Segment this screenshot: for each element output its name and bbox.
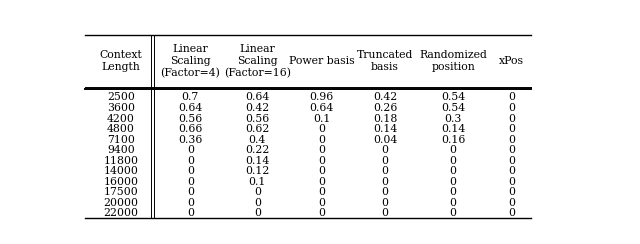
Text: 0: 0: [508, 103, 515, 113]
Text: 0: 0: [318, 134, 325, 144]
Text: Power basis: Power basis: [289, 56, 355, 66]
Text: 0: 0: [318, 124, 325, 134]
Text: 0: 0: [254, 208, 261, 218]
Text: 0.42: 0.42: [373, 92, 397, 102]
Text: 0: 0: [187, 187, 194, 197]
Text: 0.64: 0.64: [178, 103, 202, 113]
Text: 0: 0: [187, 145, 194, 155]
Text: 0: 0: [508, 92, 515, 102]
Text: 7100: 7100: [107, 134, 135, 144]
Text: 0.64: 0.64: [245, 92, 269, 102]
Text: 0.1: 0.1: [313, 113, 330, 123]
Text: 0.54: 0.54: [441, 92, 465, 102]
Text: 0.96: 0.96: [310, 92, 334, 102]
Text: 0.26: 0.26: [373, 103, 397, 113]
Text: 0: 0: [508, 177, 515, 187]
Text: 0: 0: [187, 166, 194, 176]
Text: 14000: 14000: [104, 166, 138, 176]
Text: 0: 0: [254, 187, 261, 197]
Text: 0: 0: [318, 156, 325, 166]
Text: 0: 0: [450, 166, 457, 176]
Text: 0.16: 0.16: [441, 134, 465, 144]
Text: 0.14: 0.14: [373, 124, 397, 134]
Text: 0: 0: [508, 198, 515, 208]
Text: 11800: 11800: [104, 156, 138, 166]
Text: 0.56: 0.56: [245, 113, 269, 123]
Text: 0: 0: [508, 134, 515, 144]
Text: 0: 0: [381, 145, 388, 155]
Text: 0: 0: [318, 198, 325, 208]
Text: 0: 0: [381, 208, 388, 218]
Text: 0.64: 0.64: [310, 103, 334, 113]
Text: 0.04: 0.04: [373, 134, 397, 144]
Text: 0.56: 0.56: [178, 113, 202, 123]
Text: Linear
Scaling
(Factor=16): Linear Scaling (Factor=16): [224, 44, 291, 78]
Text: 0: 0: [508, 166, 515, 176]
Text: 0.54: 0.54: [441, 103, 465, 113]
Text: 0: 0: [508, 124, 515, 134]
Text: Randomized
position: Randomized position: [419, 51, 487, 72]
Text: 0.36: 0.36: [178, 134, 202, 144]
Text: 0: 0: [318, 208, 325, 218]
Text: 0.1: 0.1: [248, 177, 266, 187]
Text: 0.62: 0.62: [245, 124, 269, 134]
Text: 0: 0: [187, 177, 194, 187]
Text: 0.14: 0.14: [441, 124, 465, 134]
Text: 0: 0: [381, 198, 388, 208]
Text: 0: 0: [381, 177, 388, 187]
Text: 0.66: 0.66: [178, 124, 202, 134]
Text: 0: 0: [187, 198, 194, 208]
Text: 0.22: 0.22: [245, 145, 269, 155]
Text: 0: 0: [318, 166, 325, 176]
Text: 4800: 4800: [107, 124, 135, 134]
Text: 0.42: 0.42: [245, 103, 269, 113]
Text: 9400: 9400: [107, 145, 135, 155]
Text: 0: 0: [450, 177, 457, 187]
Text: xPos: xPos: [499, 56, 524, 66]
Text: 0: 0: [381, 156, 388, 166]
Text: 4200: 4200: [107, 113, 135, 123]
Text: Truncated
basis: Truncated basis: [357, 51, 413, 72]
Text: 16000: 16000: [104, 177, 138, 187]
Text: 0: 0: [187, 156, 194, 166]
Text: 0.12: 0.12: [245, 166, 269, 176]
Text: 0.14: 0.14: [245, 156, 269, 166]
Text: 0: 0: [450, 145, 457, 155]
Text: 0: 0: [508, 187, 515, 197]
Text: 0.7: 0.7: [182, 92, 199, 102]
Text: 0: 0: [450, 187, 457, 197]
Text: 0: 0: [318, 145, 325, 155]
Text: 0.4: 0.4: [249, 134, 266, 144]
Text: 0: 0: [318, 187, 325, 197]
Text: 17500: 17500: [104, 187, 138, 197]
Text: 0: 0: [450, 208, 457, 218]
Text: 0.18: 0.18: [373, 113, 397, 123]
Text: 0: 0: [381, 166, 388, 176]
Text: 3600: 3600: [107, 103, 135, 113]
Text: 20000: 20000: [104, 198, 138, 208]
Text: 0: 0: [450, 198, 457, 208]
Text: 0: 0: [450, 156, 457, 166]
Text: 0: 0: [508, 113, 515, 123]
Text: 0: 0: [254, 198, 261, 208]
Text: 0: 0: [318, 177, 325, 187]
Text: 2500: 2500: [107, 92, 135, 102]
Text: 0: 0: [508, 208, 515, 218]
Text: 0: 0: [508, 156, 515, 166]
Text: 22000: 22000: [104, 208, 138, 218]
Text: 0: 0: [187, 208, 194, 218]
Text: Context
Length: Context Length: [100, 51, 142, 72]
Text: Linear
Scaling
(Factor=4): Linear Scaling (Factor=4): [161, 44, 220, 78]
Text: 0.3: 0.3: [445, 113, 462, 123]
Text: 0: 0: [381, 187, 388, 197]
Text: 0: 0: [508, 145, 515, 155]
